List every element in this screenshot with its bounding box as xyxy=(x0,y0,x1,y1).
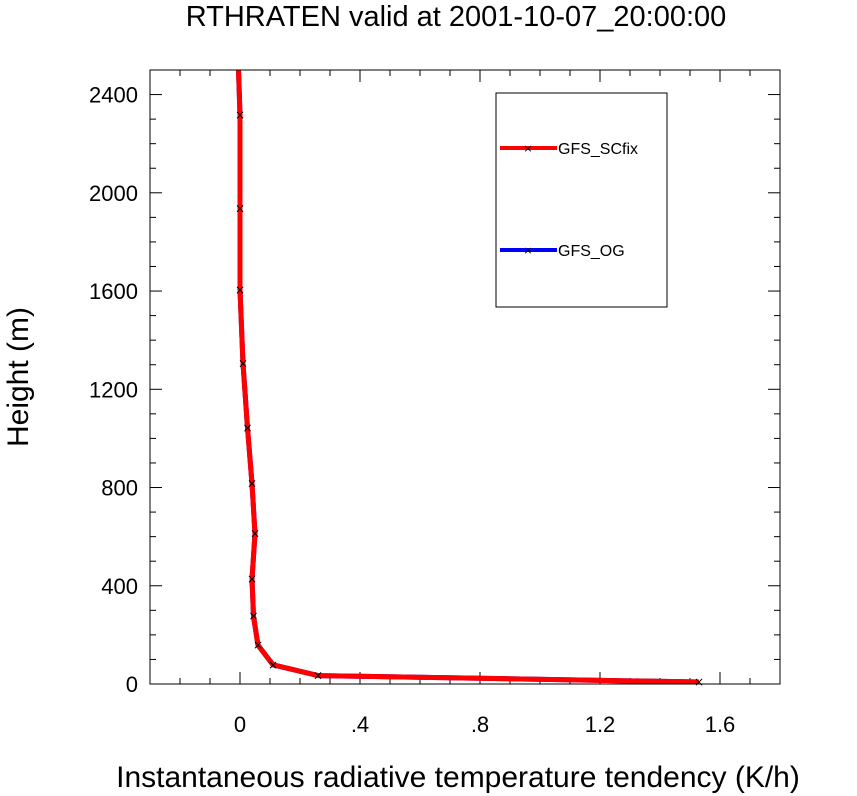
x-tick-label: .8 xyxy=(471,712,489,737)
legend-label-gfs-og: GFS_OG xyxy=(558,243,625,260)
chart-title: RTHRATEN valid at 2001-10-07_20:00:00 xyxy=(186,1,727,33)
y-tick-label: 2400 xyxy=(89,83,138,108)
x-tick-label: .4 xyxy=(351,712,369,737)
x-tick-label: 0 xyxy=(234,712,246,737)
data-point-marker: × xyxy=(268,658,278,672)
y-tick-label: 1200 xyxy=(89,377,138,402)
data-point-marker: × xyxy=(313,669,323,683)
legend-marker-gfs-og: × xyxy=(523,244,532,257)
data-point-marker: × xyxy=(235,283,245,297)
data-point-marker: × xyxy=(242,421,252,435)
data-point-marker: × xyxy=(247,572,257,586)
series-line-gfs-scfix xyxy=(236,69,700,685)
x-tick-label: 1.2 xyxy=(585,712,616,737)
y-axis-label: Height (m) xyxy=(2,307,35,447)
y-tick-label: 2000 xyxy=(89,181,138,206)
y-tick-label: 0 xyxy=(126,672,138,697)
data-point-marker: × xyxy=(253,638,263,652)
data-point-marker: × xyxy=(238,356,248,370)
data-point-marker: × xyxy=(247,477,257,491)
x-axis-label: Instantaneous radiative temperature tend… xyxy=(116,761,800,794)
axis-ticks: 0 400 800 1200 1600 2000 2400 0 .4 .8 1.2 1.6 xyxy=(89,69,781,737)
y-tick-label: 800 xyxy=(101,476,138,501)
data-point-marker: × xyxy=(694,675,704,689)
legend-marker-gfs-scfix: × xyxy=(523,142,532,155)
legend-label-gfs-scfix: GFS_SCfix xyxy=(558,141,638,158)
data-point-marker: × xyxy=(248,609,258,623)
y-tick-label: 400 xyxy=(101,574,138,599)
data-point-marker: × xyxy=(250,527,260,541)
plot-frame xyxy=(149,69,781,685)
y-tick-label: 1600 xyxy=(89,279,138,304)
series-layer: × × × × × × × × × × × × × xyxy=(235,69,704,689)
legend-box xyxy=(495,92,668,308)
data-point-marker: × xyxy=(235,108,245,122)
legend: × GFS_SCfix × GFS_OG xyxy=(495,92,668,308)
x-tick-label: 1.6 xyxy=(705,712,736,737)
data-point-marker: × xyxy=(235,202,245,216)
